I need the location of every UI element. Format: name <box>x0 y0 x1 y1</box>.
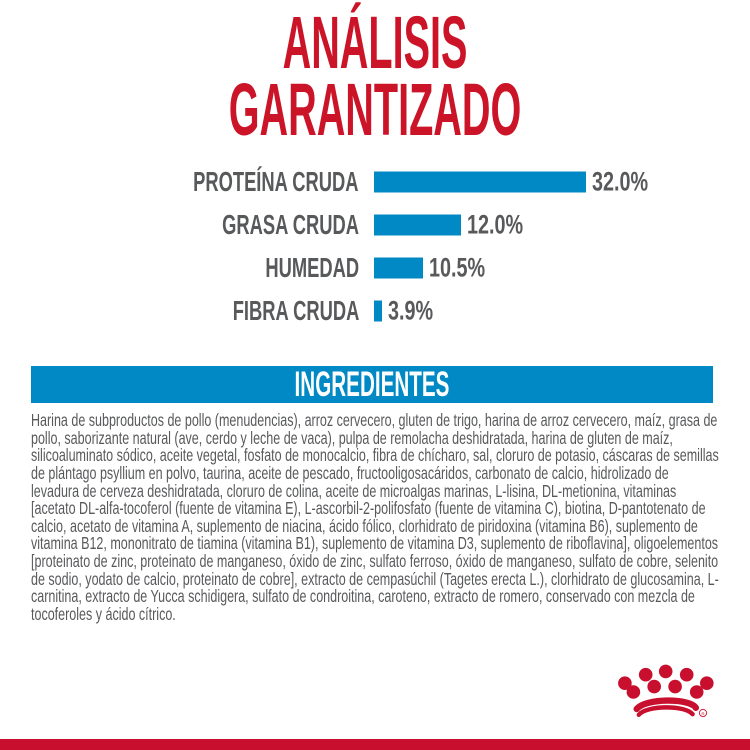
svg-text:R: R <box>701 711 705 716</box>
